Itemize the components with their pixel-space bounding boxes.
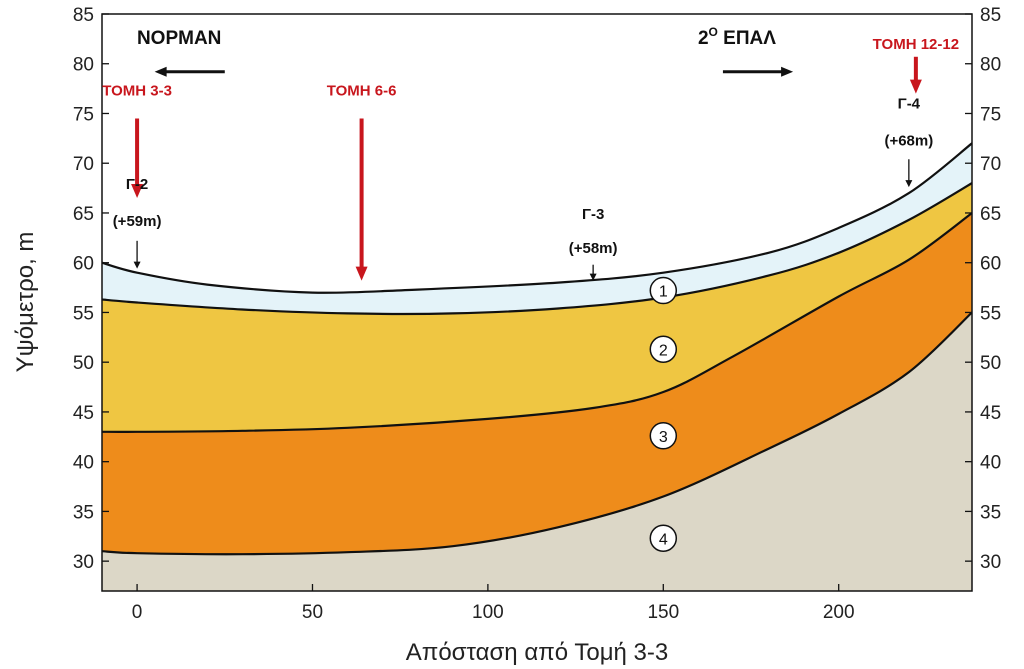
y-tick-label-left: 85 <box>73 5 94 26</box>
direction-arrow-head <box>781 66 794 77</box>
borehole-arrow-head <box>905 180 913 188</box>
borehole-arrow-head <box>133 261 141 269</box>
y-tick-label-right: 45 <box>980 403 1001 424</box>
layer-label-circle <box>649 276 678 305</box>
y-tick-label-left: 45 <box>73 403 94 424</box>
section-arrow-head <box>131 184 144 199</box>
x-tick-label: 50 <box>302 602 323 623</box>
borehole-elevation: (+59m) <box>113 213 162 230</box>
section-label: ΤΟΜΗ 3-3 <box>102 83 172 100</box>
y-tick-label-right: 35 <box>980 502 1001 523</box>
borehole-name: Γ-4 <box>898 96 921 113</box>
section-arrow-head <box>909 79 922 94</box>
boundary-line-ground <box>102 142 972 294</box>
borehole-elevation: (+58m) <box>569 240 618 257</box>
layer-label: 3 <box>659 429 668 446</box>
section-label: ΤΟΜΗ 12-12 <box>873 36 959 53</box>
y-tick-label-right: 60 <box>980 254 1001 275</box>
y-tick-label-left: 30 <box>73 552 94 573</box>
y-tick-label-left: 40 <box>73 453 94 474</box>
y-tick-label-left: 35 <box>73 502 94 523</box>
y-tick-label-left: 60 <box>73 254 94 275</box>
layer-label-circle <box>649 524 678 553</box>
y-tick-label-right: 65 <box>980 204 1001 225</box>
x-tick-label: 0 <box>132 602 143 623</box>
layer-label: 1 <box>659 284 668 301</box>
borehole-name: Γ-3 <box>582 206 604 223</box>
borehole-arrow-head <box>589 273 597 281</box>
layer-4-fill <box>102 312 972 591</box>
y-tick-label-left: 65 <box>73 204 94 225</box>
layer-label-circle <box>649 335 678 364</box>
y-tick-label-left: 70 <box>73 154 94 175</box>
y-tick-label-right: 75 <box>980 104 1001 125</box>
boundary-line-2-3 <box>102 212 972 433</box>
borehole-elevation: (+68m) <box>884 132 933 149</box>
y-tick-label-left: 50 <box>73 353 94 374</box>
x-axis-title: Απόσταση από Τομή 3-3 <box>406 639 669 666</box>
y-tick-label-right: 70 <box>980 154 1001 175</box>
x-tick-label: 100 <box>472 602 504 623</box>
boundary-line-1-2 <box>102 182 972 316</box>
y-tick-label-right: 50 <box>980 353 1001 374</box>
y-tick-label-right: 40 <box>980 453 1001 474</box>
layer-label: 4 <box>659 531 668 548</box>
y-tick-label-left: 55 <box>73 303 94 324</box>
y-tick-label-left: 80 <box>73 55 94 76</box>
x-tick-label: 200 <box>823 602 855 623</box>
plot-frame <box>101 13 973 592</box>
y-tick-label-right: 85 <box>980 5 1001 26</box>
borehole-name: Γ-2 <box>126 176 148 193</box>
direction-label: NOPMAN <box>137 28 221 49</box>
y-tick-label-right: 30 <box>980 552 1001 573</box>
direction-label: 2O ΕΠΑΛ <box>698 25 776 49</box>
section-arrow-head <box>355 266 368 281</box>
boundary-line-3-4 <box>102 311 972 556</box>
layer-label-circle <box>649 422 678 450</box>
section-label: ΤΟΜΗ 6-6 <box>327 83 397 100</box>
direction-arrow-head <box>154 66 167 77</box>
y-axis-title: Υψόμετρο, m <box>12 232 39 373</box>
layer-label: 2 <box>659 342 668 359</box>
y-tick-label-left: 75 <box>73 104 94 125</box>
x-tick-label: 150 <box>647 602 679 623</box>
y-tick-label-right: 80 <box>980 55 1001 76</box>
y-tick-label-right: 55 <box>980 303 1001 324</box>
